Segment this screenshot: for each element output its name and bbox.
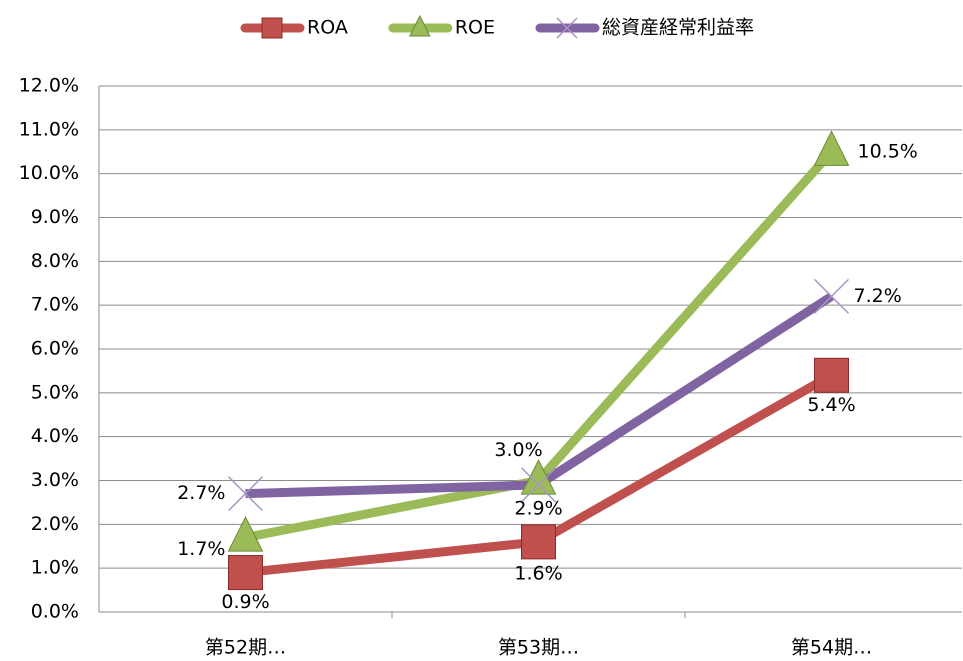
data-label: 3.0% [494,439,542,461]
marker-square [228,555,263,591]
x-tick-label: 第54期… [791,637,872,659]
y-tick-label: 0.0% [31,601,79,623]
data-label: 7.2% [854,285,902,307]
y-tick-label: 10.0% [19,162,79,184]
y-tick-label: 4.0% [31,425,79,447]
x-tick-label: 第52期… [205,637,286,659]
data-label: 1.7% [177,538,225,560]
marker-square [814,357,849,393]
data-label: 2.9% [514,497,562,519]
marker-x [520,467,557,503]
y-tick-label: 9.0% [31,206,79,228]
y-tick-label: 8.0% [31,250,79,272]
legend-label: ROA [307,17,348,39]
y-tick-label: 1.0% [31,557,79,579]
y-tick-label: 7.0% [31,294,79,316]
data-label: 5.4% [807,394,855,416]
marker-triangle [409,14,431,37]
marker-triangle [227,515,264,552]
y-tick-label: 11.0% [19,118,79,140]
marker-square [521,524,556,560]
data-label: 0.9% [221,591,269,613]
data-label: 1.6% [514,562,562,584]
y-tick-label: 2.0% [31,513,79,535]
marker-x [227,476,264,512]
marker-triangle [813,130,850,166]
y-tick-label: 12.0% [19,75,79,97]
y-tick-label: 5.0% [31,381,79,403]
y-tick-label: 6.0% [31,338,79,360]
data-label: 10.5% [858,140,918,162]
marker-x [556,17,578,39]
y-tick-label: 3.0% [31,469,79,491]
marker-x [813,278,850,314]
legend-label: 総資産経常利益率 [602,17,754,39]
marker-square [261,17,283,39]
data-label: 2.7% [177,482,225,504]
x-tick-label: 第53期… [498,637,579,659]
legend-label: ROE [455,17,495,39]
